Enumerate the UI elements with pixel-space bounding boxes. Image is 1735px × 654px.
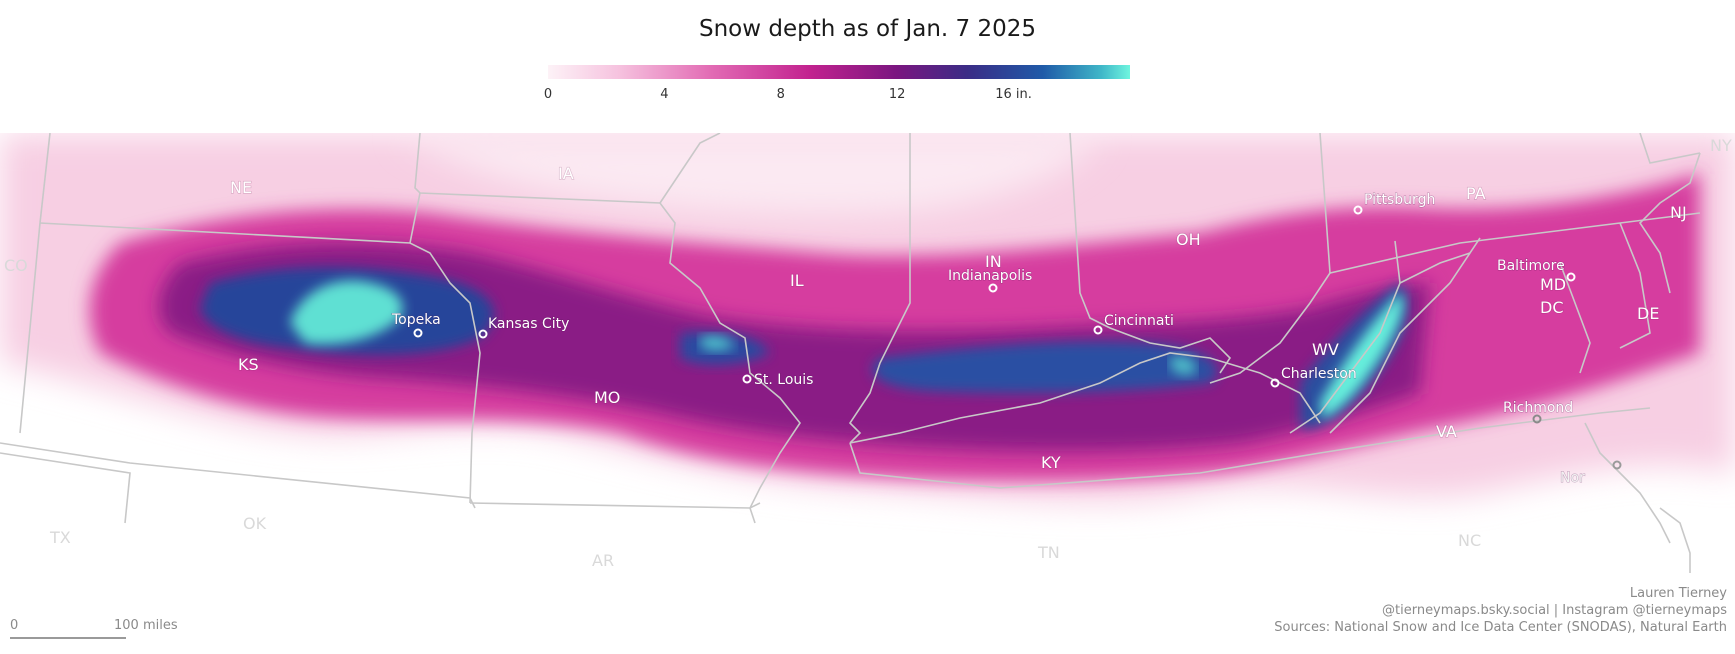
state-label-oh: OH bbox=[1176, 230, 1201, 249]
legend-color-ramp bbox=[548, 65, 1130, 79]
topeka-marker bbox=[413, 328, 423, 338]
state-label-tn: TN bbox=[1037, 543, 1060, 562]
richmond-marker bbox=[1532, 414, 1542, 424]
legend-tick: 12 bbox=[888, 87, 906, 102]
state-label-tx: TX bbox=[49, 528, 71, 547]
city-label-charleston: Charleston bbox=[1281, 366, 1357, 382]
state-label-ny: NY bbox=[1710, 136, 1732, 155]
state-label-wv: WV bbox=[1312, 340, 1339, 359]
scale-start-label: 0 bbox=[10, 618, 19, 633]
state-label-pa: PA bbox=[1466, 184, 1486, 203]
scale-line bbox=[10, 637, 126, 639]
city-label-kansas-city: Kansas City bbox=[488, 316, 569, 332]
state-label-ia: IA bbox=[558, 164, 574, 183]
city-markers bbox=[413, 205, 1622, 470]
snow-depth-raster bbox=[0, 133, 1735, 573]
state-boundaries bbox=[0, 132, 1701, 573]
indianapolis-marker bbox=[988, 283, 998, 293]
legend: 0 4 8 12 16 in. bbox=[544, 65, 1130, 105]
state-label-md: MD bbox=[1540, 275, 1566, 294]
city-label-pittsburgh: Pittsburgh bbox=[1364, 192, 1435, 208]
city-label-st-louis: St. Louis bbox=[754, 372, 813, 388]
credits: Lauren Tierney @tierneymaps.bsky.social … bbox=[1274, 585, 1727, 636]
state-label-ky: KY bbox=[1041, 453, 1061, 472]
state-label-ok: OK bbox=[243, 514, 267, 533]
credit-author: Lauren Tierney bbox=[1629, 586, 1727, 601]
map-svg: NE IA CO KS MO IL IN OH PA NJ NY MD DC D… bbox=[0, 132, 1735, 573]
state-label-dc: DC bbox=[1540, 298, 1564, 317]
state-label-in: IN bbox=[985, 252, 1002, 271]
state-label-mo: MO bbox=[594, 388, 620, 407]
credit-social: @tierneymaps.bsky.social | Instagram @ti… bbox=[1382, 603, 1727, 618]
state-label-nj: NJ bbox=[1670, 203, 1687, 222]
charleston-marker bbox=[1270, 378, 1280, 388]
norfolk-marker bbox=[1612, 460, 1622, 470]
cincinnati-marker bbox=[1093, 325, 1103, 335]
state-label-va: VA bbox=[1436, 422, 1457, 441]
st-louis-marker bbox=[742, 374, 752, 384]
city-label-topeka: Topeka bbox=[391, 312, 441, 328]
state-labels: NE IA CO KS MO IL IN OH PA NJ NY MD DC D… bbox=[4, 136, 1732, 570]
snow-depth-map: NE IA CO KS MO IL IN OH PA NJ NY MD DC D… bbox=[0, 132, 1735, 573]
city-label-norfolk: Nor bbox=[1560, 470, 1585, 486]
state-label-ar: AR bbox=[592, 551, 614, 570]
legend-tick: 8 bbox=[776, 87, 785, 102]
city-label-indianapolis: Indianapolis bbox=[948, 268, 1032, 284]
legend-tick: 0 bbox=[543, 87, 553, 102]
state-label-nc: NC bbox=[1458, 531, 1481, 550]
scale-end-label: 100 miles bbox=[114, 618, 178, 633]
state-label-ks: KS bbox=[238, 355, 259, 374]
city-label-richmond: Richmond bbox=[1503, 400, 1573, 416]
scale-bar: 0 100 miles bbox=[10, 618, 260, 646]
baltimore-marker bbox=[1566, 272, 1576, 282]
credit-sources: Sources: National Snow and Ice Data Cent… bbox=[1274, 620, 1727, 635]
map-title: Snow depth as of Jan. 7 2025 bbox=[698, 16, 1037, 42]
state-label-co: CO bbox=[4, 256, 28, 275]
state-label-il: IL bbox=[790, 271, 804, 290]
legend-tick: 4 bbox=[660, 87, 669, 102]
state-label-de: DE bbox=[1637, 304, 1659, 323]
city-labels: Topeka Kansas City St. Louis Indianapoli… bbox=[391, 192, 1586, 487]
kansas-city-marker bbox=[478, 329, 488, 339]
legend-tick: 16 in. bbox=[995, 87, 1032, 102]
pittsburgh-marker bbox=[1353, 205, 1363, 215]
city-label-cincinnati: Cincinnati bbox=[1104, 313, 1174, 329]
city-label-baltimore: Baltimore bbox=[1497, 258, 1565, 274]
state-label-ne: NE bbox=[230, 178, 252, 197]
